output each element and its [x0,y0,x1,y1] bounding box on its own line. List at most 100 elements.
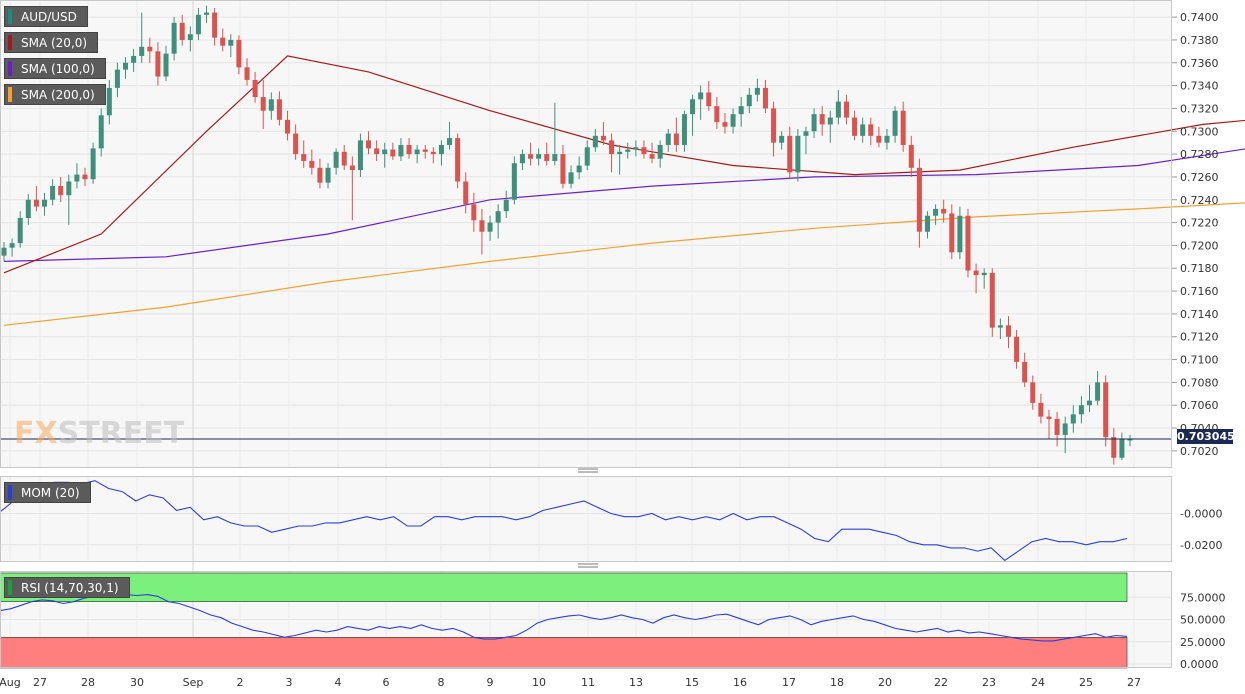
candle-body [66,181,72,196]
candle-body [90,148,96,180]
candle-body [414,149,420,155]
time-tick-label: 20 [878,676,892,689]
candle-body [50,186,56,200]
candle-body [843,101,849,118]
candle-body [374,148,380,155]
candle-body [949,213,955,253]
candle-body [957,215,963,253]
candle-body [131,55,137,63]
price-tick-label: 0.7260 [1180,171,1219,184]
candle-body [600,135,606,141]
rsi-tick-label: 0.0000 [1180,658,1219,671]
candle-body [1046,416,1052,419]
candle-body [576,165,582,173]
rsi-line [0,594,1128,642]
price-tick-label: 0.7080 [1180,376,1219,389]
candle-body [187,34,193,40]
candle-body [981,272,987,276]
candle-body [106,87,112,116]
candle-body [390,149,396,157]
indicator-lines [0,480,1128,642]
price-tick-label: 0.7280 [1180,148,1219,161]
legend-sma-20[interactable]: SMA (20,0) [4,32,99,53]
candle-body [487,222,493,232]
candle-body [811,114,817,132]
candle-body [503,199,509,212]
candle-body [560,154,566,184]
candle-body [884,135,890,143]
rsi-tick-label: 75.0000 [1180,591,1226,604]
candle-body [617,151,623,155]
candle-body [1014,336,1020,362]
moving-averages [3,55,1245,326]
candle-body [1030,382,1036,403]
candle-body [819,114,825,125]
legend-rsi[interactable]: RSI (14,70,30,1) [4,577,130,598]
legend-aud-usd[interactable]: AUD/USD [4,6,88,27]
legend-swatch [8,35,12,50]
candle-body [681,114,687,145]
time-tick-label: 30 [130,676,144,689]
candle-body [309,160,315,168]
rsi-zones [0,572,1128,669]
legend-swatch [8,87,12,102]
legend-sma-100[interactable]: SMA (100,0) [4,58,106,79]
candle-body [908,144,914,168]
candle-body [82,174,88,180]
legend-text: RSI (14,70,30,1) [21,581,119,595]
candle-body [301,154,307,161]
price-tick-label: 0.7220 [1180,217,1219,230]
legend-sma-200[interactable]: SMA (200,0) [4,84,106,105]
time-tick-label: 2 [237,676,244,689]
time-tick-label: 22 [934,676,948,689]
time-tick-label: 9 [487,676,494,689]
time-tick-label: Aug [0,676,21,689]
candle-body [827,117,833,125]
candle-body [657,144,663,159]
candle-body [438,144,444,155]
pane-border-0 [0,0,1172,468]
candle-body [471,204,477,221]
candle-body [382,149,388,155]
watermark-fx: FX [14,416,58,451]
candle-body [625,149,631,152]
candle-body [592,135,598,148]
legend-text: SMA (200,0) [21,88,95,102]
candle-body [398,144,404,157]
candle-body [965,215,971,271]
pane-background-0 [0,0,1172,468]
candle-body [228,39,234,46]
time-tick-label: 6 [383,676,390,689]
candle-body [876,135,882,143]
candles [0,5,1172,465]
candle-body [317,167,323,183]
candle-body [155,51,161,77]
price-tick-label: 0.7240 [1180,194,1219,207]
candle-body [349,165,355,171]
candle-body [17,218,23,244]
candle-body [236,39,242,68]
candle-body [479,220,485,232]
candle-body [528,154,534,159]
candle-body [171,22,177,54]
candle-body [633,147,639,150]
time-tick-label: 23 [982,676,996,689]
candle-body [552,154,558,161]
legend-mom[interactable]: MOM (20) [4,482,91,503]
candle-body [366,140,372,149]
candle-body [868,124,874,136]
fxstreet-watermark: FXSTREET [14,416,184,451]
candle-body [973,270,979,276]
price-tick-label: 0.7140 [1180,308,1219,321]
rsi-overbought-zone [0,572,1128,603]
price-tick-label: 0.7380 [1180,34,1219,47]
candle-body [544,154,550,161]
candle-body [1038,402,1044,417]
price-tick-label: 0.7400 [1180,11,1219,24]
candle-body [641,147,647,155]
legend-text: MOM (20) [21,486,80,500]
candle-body [495,211,501,223]
candle-body [609,140,615,155]
sma200-line [3,202,1245,326]
